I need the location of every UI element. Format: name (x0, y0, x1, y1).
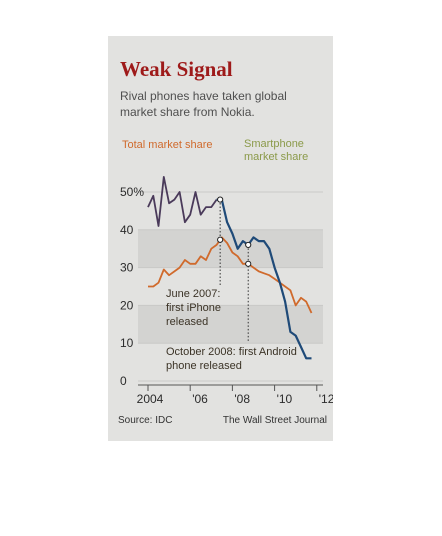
legend-total-market-share: Total market share (122, 139, 213, 151)
x-tick-label: 2004 (137, 392, 164, 406)
total-market-share-line (148, 236, 313, 314)
x-tick-label: '10 (277, 392, 293, 406)
chart-title: Weak Signal (120, 57, 233, 81)
source-note: Source: IDC (118, 415, 173, 426)
annotation-iphone-release: June 2007: first iPhone released (166, 288, 222, 328)
chart-panel: 0 10 20 30 40 50% 2004 '06 '08 '10 '12 Weak Signa… (108, 36, 333, 441)
grid-band (138, 305, 323, 344)
event-marker (217, 196, 224, 203)
event-marker (245, 260, 252, 267)
annotation-android-release: October 2008: first Android phone releas… (166, 346, 297, 372)
event-marker (217, 236, 224, 243)
y-tick-label: 0 (120, 374, 127, 388)
x-tick-label: '12 (319, 392, 333, 406)
y-tick-label: 40 (120, 223, 134, 237)
publisher-credit: The Wall Street Journal (222, 415, 327, 426)
y-tick-label: 30 (120, 261, 134, 275)
y-tick-label: 50% (120, 185, 144, 199)
y-tick-label: 10 (120, 336, 134, 350)
line-chart: 0 10 20 30 40 50% 2004 '06 '08 '10 '12 (120, 175, 333, 406)
chart-subtitle: Rival phones have taken global market sh… (120, 89, 287, 119)
x-tick-label: '08 (234, 392, 250, 406)
x-tick-label: '06 (192, 392, 208, 406)
smartphone-market-share-line-before (147, 175, 218, 227)
event-marker (245, 241, 252, 249)
legend-smartphone-market-share: Smartphone market share (244, 138, 309, 163)
smartphone-market-share-line-after (216, 198, 312, 360)
y-tick-label: 20 (120, 298, 134, 312)
